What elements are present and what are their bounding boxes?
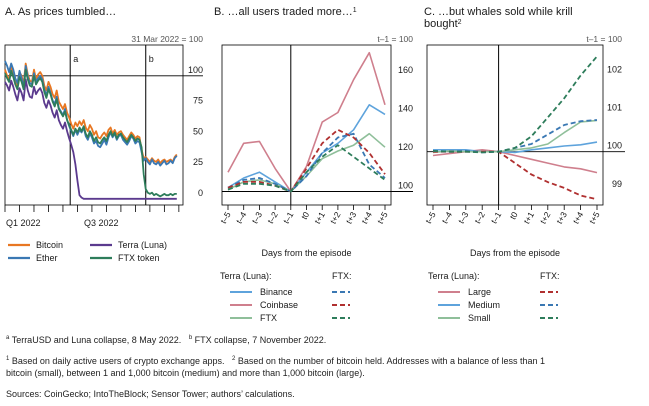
note-2-text-line1: Based on the number of bitcoin held. Add… [237, 356, 546, 366]
panel-a-title: A. As prices tumbled… [5, 6, 116, 18]
panel-c-xtick-label: t–4 [440, 210, 455, 225]
panel-c-xtick-label: t0 [508, 210, 520, 221]
panel-b-ytick-label: 120 [398, 142, 413, 152]
panel-b-xtick-label: t–5 [218, 210, 233, 225]
panel-b-legend-label: FTX [260, 313, 277, 323]
panel-b-xlabel: Days from the episode [261, 248, 351, 258]
panel-b-xtick-label: t+1 [312, 210, 327, 226]
panel-c-ytick-label: 100 [607, 141, 622, 151]
panel-c-xlabel: Days from the episode [470, 248, 560, 258]
panel-a-ytick-label: 25 [193, 157, 203, 167]
panel-c-series-line [432, 55, 598, 154]
panel-a-legend-label: Ether [36, 253, 58, 263]
panel-b-legend-header-ftx: FTX: [332, 271, 352, 281]
sources-line: Sources: CoinGecko; IntoTheBlock; Sensor… [6, 389, 295, 399]
panel-a-series-line [4, 68, 177, 198]
panel-b-index-note: t–1 = 100 [377, 34, 413, 44]
panel-a-legend-label: Bitcoin [36, 240, 63, 250]
panel-b-ytick-label: 160 [398, 65, 413, 75]
panel-b-xtick-label: t+2 [328, 210, 343, 226]
panel-a-series-line [4, 78, 177, 200]
panel-c-ytick-label: 102 [607, 64, 622, 74]
note-1-text: Based on daily active users of crypto ex… [11, 356, 225, 366]
panel-b-xtick-label: t+4 [359, 210, 374, 226]
panel-c-xtick-label: t+3 [554, 210, 569, 226]
note-a-marker: a [6, 335, 10, 341]
panel-a-marker-b: b [149, 54, 154, 64]
panel-b-xtick-label: t–4 [234, 210, 249, 225]
panel-b-legend-header-terra: Terra (Luna): [220, 271, 272, 281]
panel-c-xtick-label: t+2 [538, 210, 553, 226]
note-a-text: TerraUSD and Luna collapse, 8 May 2022. [11, 335, 182, 345]
panel-b-series-line [227, 132, 386, 193]
panel-c-series-line [433, 150, 598, 201]
panel-b-ytick-label: 100 [398, 181, 413, 191]
panel-c-title-footnote-marker: 2 [458, 19, 462, 26]
note-2-text-line2: bitcoin (small), between 1 and 1,000 bit… [6, 368, 365, 378]
panel-c-legend-label: Small [468, 313, 491, 323]
panel-c-series-line [433, 141, 598, 154]
panel-b-xtick-label: t–2 [265, 210, 280, 225]
note-2-marker: 2 [232, 356, 236, 362]
panel-c-series-line [432, 149, 598, 174]
panel-c-xtick-label: t–5 [423, 210, 438, 225]
panel-a-index-note: 31 Mar 2022 = 100 [131, 34, 203, 44]
panel-c-index-note: t–1 = 100 [586, 34, 622, 44]
panel-b-legend-label: Binance [260, 287, 293, 297]
chart-figure: A. As prices tumbled… 31 Mar 2022 = 100 a b… [4, 6, 625, 323]
panel-c-legend-label: Medium [468, 300, 500, 310]
panel-a-ytick-label: 75 [193, 96, 203, 106]
panel-c-xtick-label: t+1 [521, 210, 536, 226]
panel-a-legend-label: Terra (Luna) [118, 240, 167, 250]
panel-b-title-footnote-marker: 1 [353, 7, 357, 14]
panel-c-xtick-label: t+4 [571, 210, 586, 226]
panel-c-xtick-label: t–1 [489, 210, 504, 225]
panel-b-xtick-label: t0 [299, 210, 311, 221]
panel-c-title-line1: C. …but whales sold while krill [424, 6, 573, 18]
panel-a-xtick-label: Q1 2022 [6, 218, 41, 228]
panel-c-xtick-label: t+5 [587, 210, 602, 226]
footnote-events: a TerraUSD and Luna collapse, 8 May 2022… [6, 332, 326, 346]
panel-c-legend-header-ftx: FTX: [540, 271, 560, 281]
panel-a-series-line [4, 62, 178, 165]
note-b-marker: b [188, 335, 193, 341]
panel-b-ytick-label: 140 [398, 103, 413, 113]
panel-b-xtick-label: t–3 [250, 210, 265, 225]
panel-b-xtick-label: t+5 [375, 210, 390, 226]
footnote-definitions: 1 Based on daily active users of crypto … [6, 353, 545, 379]
panel-a-marker-a: a [73, 54, 78, 64]
panel-a-series-line [4, 60, 178, 167]
panel-c-legend-label: Large [468, 287, 491, 297]
panel-c-ytick-label: 101 [607, 103, 622, 113]
panel-a-ytick-label: 0 [198, 188, 203, 198]
panel-a-xtick-label: Q3 2022 [84, 218, 119, 228]
panel-a-plot-frame [4, 44, 184, 206]
note-b-text: FTX collapse, 7 November 2022. [194, 335, 327, 345]
panel-c-title-line2: bought [424, 18, 458, 30]
panel-c-legend-header-terra: Terra (Luna): [428, 271, 480, 281]
panel-b-xtick-label: t–1 [281, 210, 296, 225]
panel-c-title: C. …but whales sold while krill bought2 [424, 6, 573, 30]
panel-c-ytick-label: 99 [612, 179, 622, 189]
panel-b-legend-label: Coinbase [260, 300, 298, 310]
note-1-marker: 1 [6, 356, 10, 362]
panel-c-xtick-label: t–3 [456, 210, 471, 225]
panel-a-ytick-label: 100 [188, 65, 203, 75]
panel-b-xtick-label: t+3 [344, 210, 359, 226]
panel-b-series-line [227, 128, 386, 193]
panel-b-series-line [227, 51, 386, 193]
panel-a-legend-label: FTX token [118, 253, 160, 263]
panel-c-xtick-label: t–2 [472, 210, 487, 225]
panel-a-ytick-label: 50 [193, 126, 203, 136]
panel-b-series-line [227, 144, 386, 193]
panel-b-title: B. …all users traded more…1 [214, 6, 357, 18]
